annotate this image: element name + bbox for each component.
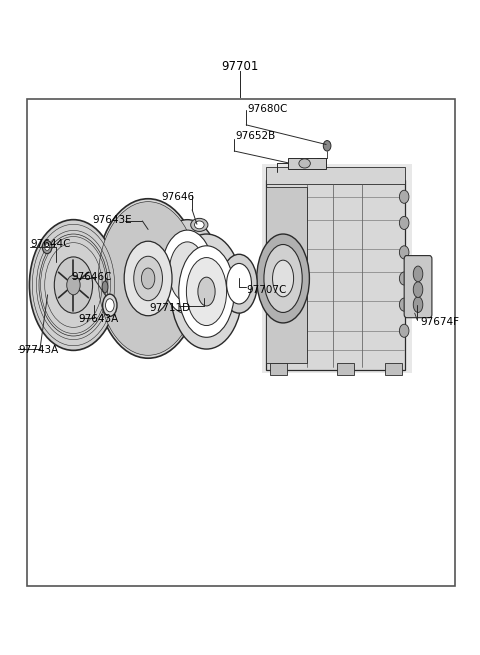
Ellipse shape (106, 299, 114, 312)
Bar (27, 99, 456, 586)
Ellipse shape (179, 246, 234, 337)
Text: 97643E: 97643E (93, 215, 132, 225)
Ellipse shape (124, 241, 172, 316)
Ellipse shape (264, 244, 302, 312)
Polygon shape (262, 164, 412, 373)
Ellipse shape (198, 277, 215, 306)
Ellipse shape (227, 263, 252, 304)
Ellipse shape (115, 227, 181, 330)
Ellipse shape (112, 223, 184, 334)
Ellipse shape (161, 230, 213, 314)
Ellipse shape (109, 218, 187, 339)
Ellipse shape (399, 216, 409, 229)
Text: 97674F: 97674F (420, 317, 459, 328)
Ellipse shape (96, 198, 200, 358)
Ellipse shape (399, 324, 409, 337)
Ellipse shape (413, 266, 423, 282)
Bar (336, 363, 354, 375)
Ellipse shape (104, 210, 192, 347)
Ellipse shape (98, 202, 198, 355)
Ellipse shape (257, 234, 310, 323)
FancyBboxPatch shape (404, 255, 432, 318)
Ellipse shape (155, 219, 220, 324)
Ellipse shape (103, 294, 117, 316)
Ellipse shape (299, 159, 311, 168)
Ellipse shape (29, 219, 118, 350)
Ellipse shape (273, 260, 294, 297)
Ellipse shape (101, 206, 195, 351)
Ellipse shape (399, 298, 409, 311)
Ellipse shape (399, 272, 409, 285)
Ellipse shape (54, 257, 93, 313)
Ellipse shape (191, 218, 208, 231)
Ellipse shape (221, 254, 257, 313)
Bar (270, 363, 287, 375)
Bar (384, 363, 402, 375)
Ellipse shape (323, 141, 331, 151)
Ellipse shape (169, 242, 205, 302)
Ellipse shape (413, 297, 423, 312)
Text: 97711D: 97711D (149, 303, 190, 313)
Text: 97707C: 97707C (247, 284, 287, 295)
Text: 97646: 97646 (161, 192, 194, 202)
Ellipse shape (194, 221, 204, 229)
Ellipse shape (170, 234, 242, 349)
Ellipse shape (142, 268, 155, 289)
Ellipse shape (45, 244, 49, 250)
Ellipse shape (102, 281, 108, 293)
Polygon shape (266, 168, 405, 183)
Ellipse shape (399, 246, 409, 259)
Text: 97646C: 97646C (72, 272, 112, 282)
Polygon shape (288, 158, 326, 170)
Text: 97680C: 97680C (247, 103, 288, 113)
Polygon shape (266, 180, 405, 370)
Text: 97743A: 97743A (18, 345, 59, 356)
Ellipse shape (399, 190, 409, 203)
Text: 97652B: 97652B (235, 131, 276, 141)
Text: 97644C: 97644C (30, 239, 71, 249)
Ellipse shape (107, 214, 190, 343)
Text: 97701: 97701 (221, 60, 259, 73)
Polygon shape (266, 187, 307, 364)
Ellipse shape (42, 240, 52, 253)
Ellipse shape (186, 257, 227, 326)
Ellipse shape (413, 282, 423, 297)
Text: 97643A: 97643A (79, 314, 119, 324)
Ellipse shape (134, 256, 162, 301)
Ellipse shape (67, 275, 80, 295)
